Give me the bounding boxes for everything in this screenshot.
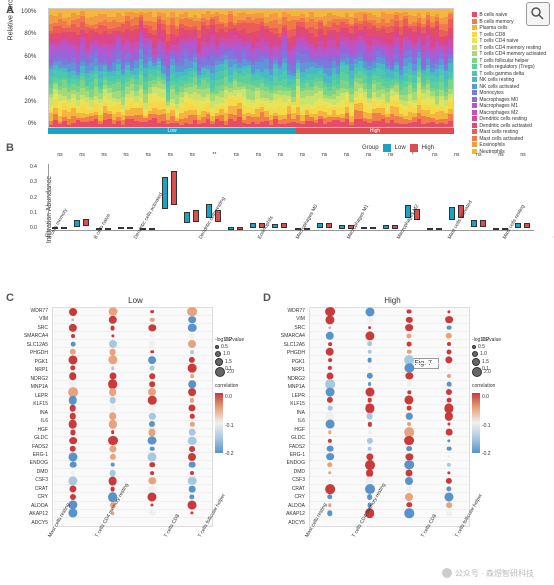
panel-a: A Relative percentage 100%80%60%40%20%0%… bbox=[0, 0, 554, 142]
panel-d: D High WDR77VIMSRCSMARCA4SLC12A5PHGDHPGK… bbox=[267, 296, 518, 527]
col-labels-c: Mast cells restingT cells CD4 memory res… bbox=[52, 527, 213, 572]
panel-b-label: B bbox=[6, 142, 14, 154]
panel-b-yticks: 0.40.30.20.10.0 bbox=[30, 164, 37, 231]
dot-legend-d: -log10Pvalue0.51.01.52.0correlation0.20.… bbox=[472, 337, 518, 457]
stacked-bar-chart: Relative percentage 100%80%60%40%20%0% bbox=[48, 8, 454, 128]
dot-legend-c: -log10Pvalue0.51.01.52.0correlation0.20.… bbox=[215, 337, 261, 457]
panel-d-title: High bbox=[267, 296, 518, 305]
group-strip: LowHigh bbox=[48, 128, 454, 134]
stacked-bars bbox=[49, 9, 453, 127]
boxplot-chart: GroupLowHigh Infiltration Abundance 0.40… bbox=[48, 146, 534, 276]
panel-c-label: C bbox=[6, 292, 14, 304]
panels-cd: C Low WDR77VIMSRCSMARCA4SLC12A5PHGDHPGK1… bbox=[0, 288, 554, 535]
panel-c-title: Low bbox=[10, 296, 261, 305]
panel-b: B GroupLowHigh Infiltration Abundance 0.… bbox=[0, 142, 554, 284]
box-xlabels: B cells memoryB cells naiveDendritic cel… bbox=[48, 231, 534, 276]
group-legend: GroupLowHigh bbox=[362, 144, 434, 152]
gene-labels-c: WDR77VIMSRCSMARCA4SLC12A5PHGDHPGK1NRP1ND… bbox=[10, 307, 50, 527]
panel-c: C Low WDR77VIMSRCSMARCA4SLC12A5PHGDHPGK1… bbox=[10, 296, 261, 527]
panel-a-ylabel: Relative percentage bbox=[8, 0, 15, 40]
watermark: 公众号 · 森煜智研科技 bbox=[441, 567, 534, 579]
col-labels-d: Mast cells restingT cells CD4 memory res… bbox=[309, 527, 470, 572]
celltype-legend: B cells naiveB cells memoryPlasma cellsT… bbox=[472, 12, 546, 155]
panel-d-label: D bbox=[263, 292, 271, 304]
panel-a-yticks: 100%80%60%40%20%0% bbox=[21, 9, 36, 127]
gene-labels-d: WDR77VIMSRCSMARCA4SLC12A5PHGDHPGK1NRP1ND… bbox=[267, 307, 307, 527]
